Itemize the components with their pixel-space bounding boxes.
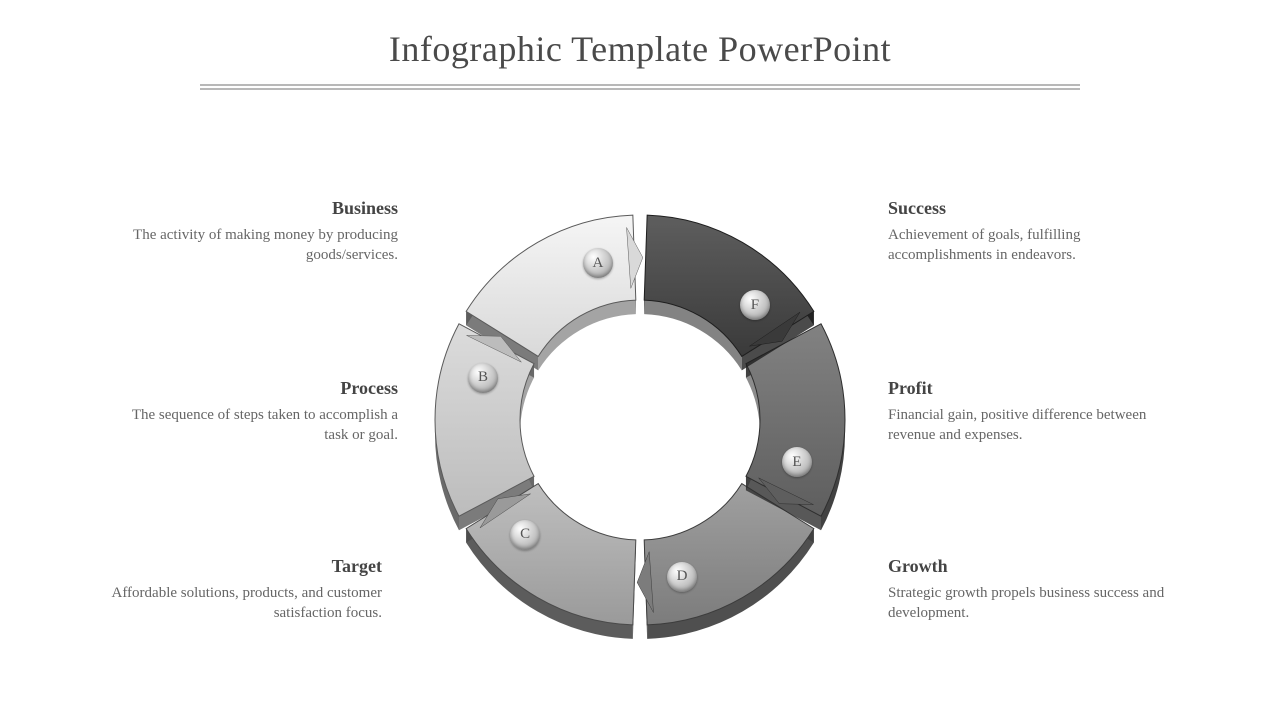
segment-marker-A: A [583,248,613,278]
segment-title-E: Profit [888,378,1168,399]
segment-title-C: Target [102,556,382,577]
segment-title-F: Success [888,198,1168,219]
segment-marker-D: D [667,562,697,592]
segment-desc-D: Strategic growth propels business succes… [888,583,1168,624]
segment-desc-C: Affordable solutions, products, and cust… [102,583,382,624]
segment-title-D: Growth [888,556,1168,577]
segment-desc-B: The sequence of steps taken to accomplis… [118,405,398,446]
segment-label-F: Success Achievement of goals, fulfilling … [888,198,1168,266]
diagram-stage: A Business The activity of making money by… [0,0,1280,720]
segment-desc-E: Financial gain, positive difference betw… [888,405,1168,446]
segment-marker-B: B [468,363,498,393]
segment-marker-F: F [740,290,770,320]
segment-label-A: Business The activity of making money by … [118,198,398,266]
segment-desc-F: Achievement of goals, fulfilling accompl… [888,225,1168,266]
segment-label-B: Process The sequence of steps taken to ac… [118,378,398,446]
segment-marker-E: E [782,447,812,477]
segment-label-C: Target Affordable solutions, products, an… [102,556,382,624]
segment-desc-A: The activity of making money by producin… [118,225,398,266]
segment-label-D: Growth Strategic growth propels business … [888,556,1168,624]
segment-title-A: Business [118,198,398,219]
segment-marker-C: C [510,520,540,550]
segment-label-E: Profit Financial gain, positive differenc… [888,378,1168,446]
segment-title-B: Process [118,378,398,399]
